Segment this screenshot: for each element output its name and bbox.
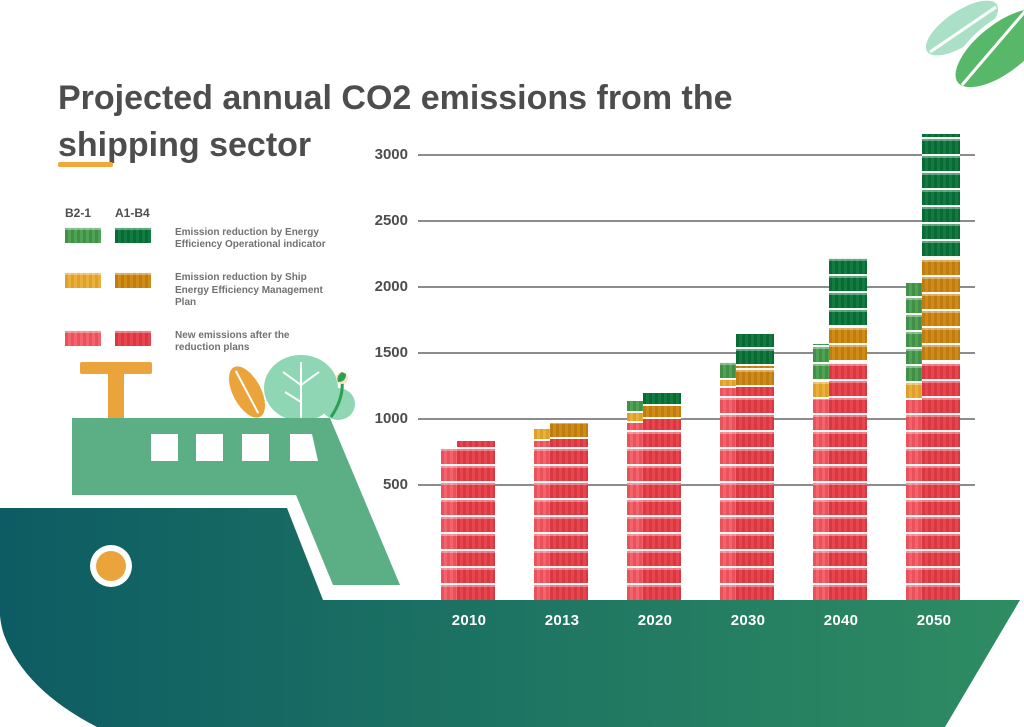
y-tick-label-2000: 2000 [374,278,408,295]
bar-2040-A1-B4 [829,256,867,600]
y-tick-label-500: 500 [382,476,408,493]
segment-eeoi_reduction [922,133,960,258]
page-title: Projected annual CO2 emissions from the … [58,78,733,164]
legend-scenario-labels: B2-1 A1-B4 [65,206,365,220]
segment-new_emissions [643,419,681,600]
legend-item-label: Emission reduction by Ship Energy Effici… [175,272,323,308]
bar-2020-A1-B4 [643,393,681,600]
gridline-2000 [418,286,975,288]
x-label-2013: 2013 [544,612,580,629]
segment-eeoi_reduction [829,256,867,327]
segment-new_emissions [736,387,774,600]
segment-seemp_reduction [643,405,681,419]
container-swatch-icon [65,329,101,346]
y-tick-label-2500: 2500 [374,212,408,229]
gridline-1500 [418,352,975,354]
y-tick-label-1500: 1500 [374,344,408,361]
segment-seemp_reduction [829,326,867,363]
y-tick-label-1000: 1000 [374,410,408,427]
legend-item-label: New emissions after the reduction plans [175,329,290,354]
segment-eeoi_reduction [643,393,681,406]
bar-2030-A1-B4 [736,333,774,600]
segment-new_emissions [922,362,960,600]
segment-seemp_reduction [736,366,774,388]
legend-item-label: Emission reduction by Energy Efficiency … [175,227,326,251]
container-swatch-icon [115,272,151,289]
segment-new_emissions [550,438,588,600]
segment-seemp_reduction [922,257,960,363]
segment-eeoi_reduction [736,333,774,367]
gridline-2500 [418,220,975,222]
bar-2010-A1-B4 [457,440,495,600]
title-accent-bar [58,162,113,167]
legend: B2-1 A1-B4 Emission reduction by Energy … [65,206,365,375]
container-swatch-icon [115,329,151,346]
x-label-2020: 2020 [637,612,673,629]
gridline-500 [418,484,975,486]
y-tick-label-3000: 3000 [374,146,408,163]
container-swatch-icon [65,227,101,243]
segment-new_emissions [457,440,495,600]
gridline-1000 [418,418,975,420]
segment-new_emissions [829,362,867,600]
scenario-label-b2-1: B2-1 [65,206,92,220]
container-swatch-icon [65,272,101,289]
segment-seemp_reduction [550,422,588,439]
x-label-2040: 2040 [823,612,859,629]
x-label-2030: 2030 [730,612,766,629]
bar-2013-A1-B4 [550,422,588,600]
legend-item-eeoi: Emission reduction by Energy Efficiency … [65,227,365,251]
legend-item-seemp: Emission reduction by Ship Energy Effici… [65,272,365,309]
x-label-2010: 2010 [451,612,487,629]
legend-item-new-emissions: New emissions after the reduction plans [65,329,365,354]
scenario-label-a1-b4: A1-B4 [115,206,150,220]
gridline-3000 [418,154,975,156]
x-label-2050: 2050 [916,612,952,629]
container-swatch-icon [115,227,151,243]
bar-2050-A1-B4 [922,133,960,600]
